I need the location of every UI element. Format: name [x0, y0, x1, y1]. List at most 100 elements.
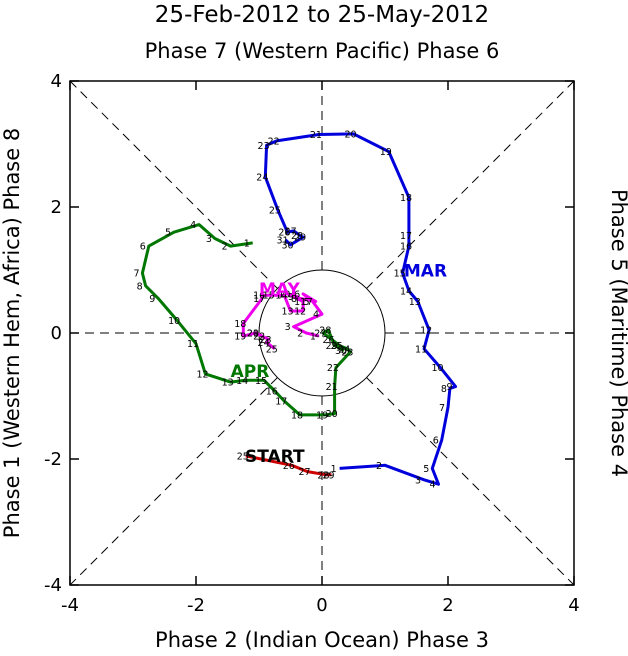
day-label-may-18: 18 — [234, 319, 246, 330]
day-label-mar-1: 1 — [331, 464, 337, 475]
day-label-may-2: 2 — [297, 329, 303, 340]
day-label-may-1: 1 — [310, 332, 316, 343]
guide-line-ne — [366, 80, 575, 289]
day-label-apr-30: 30 — [335, 346, 347, 357]
guide-line-nw — [69, 80, 278, 289]
x-tick-label: -4 — [61, 595, 79, 616]
day-label-feb-29: 29 — [322, 470, 334, 481]
day-label-may-8: 8 — [291, 294, 297, 305]
day-label-apr-9: 9 — [149, 294, 155, 305]
day-label-may-23: 23 — [259, 335, 271, 346]
plot-guides — [69, 80, 575, 586]
day-label-may-6: 6 — [294, 289, 300, 300]
day-label-mar-16: 16 — [400, 242, 412, 253]
month-label-apr: APR — [231, 362, 270, 382]
day-label-apr-2: 2 — [222, 242, 228, 253]
day-label-mar-21: 21 — [310, 130, 322, 141]
day-label-mar-3: 3 — [415, 475, 421, 486]
day-label-apr-13: 13 — [222, 378, 234, 389]
y-tick-label: 0 — [51, 323, 62, 344]
day-label-apr-11: 11 — [187, 339, 199, 350]
day-label-may-3: 3 — [285, 322, 291, 333]
chart-title: 25-Feb-2012 to 25-May-2012 — [155, 2, 489, 28]
axis-label-right: Phase 5 (Maritime) Phase 4 — [607, 189, 628, 477]
day-label-feb-27: 27 — [299, 467, 311, 478]
day-label-mar-20: 20 — [345, 129, 357, 140]
series-line-feb — [245, 454, 332, 477]
day-label-feb-26: 26 — [283, 461, 295, 472]
day-label-apr-21: 21 — [326, 382, 338, 393]
day-label-mar-9: 9 — [447, 382, 453, 393]
day-label-mar-13: 13 — [409, 297, 421, 308]
series-line-apr — [140, 223, 352, 417]
day-label-apr-15: 15 — [255, 376, 267, 387]
day-label-may-7: 7 — [307, 297, 313, 308]
guide-line-se — [366, 377, 575, 586]
series-line-mar — [263, 132, 458, 486]
day-label-apr-6: 6 — [140, 242, 146, 253]
y-tick-label: -2 — [44, 449, 62, 470]
day-label-apr-29: 29 — [326, 341, 338, 352]
day-label-feb-25: 25 — [237, 451, 249, 462]
day-label-apr-22: 22 — [327, 363, 339, 374]
day-label-apr-8: 8 — [137, 281, 143, 292]
start-label: START — [245, 447, 305, 467]
day-label-may-13: 13 — [282, 306, 294, 317]
month-label-may: MAY — [259, 280, 300, 300]
day-label-mar-29: 29 — [294, 233, 306, 244]
day-label-apr-26: 26 — [322, 335, 334, 346]
day-label-mar-11: 11 — [415, 344, 427, 355]
day-label-apr-28: 28 — [319, 325, 331, 336]
day-label-mar-17: 17 — [400, 231, 412, 242]
day-label-mar-4: 4 — [430, 480, 436, 491]
day-label-may-15: 15 — [263, 291, 275, 302]
day-label-may-5: 5 — [304, 297, 310, 308]
day-label-mar-6: 6 — [433, 436, 439, 447]
day-label-mar-24: 24 — [256, 172, 268, 183]
day-label-apr-10: 10 — [168, 316, 180, 327]
day-label-may-14: 14 — [275, 291, 287, 302]
day-label-may-11: 11 — [294, 297, 306, 308]
day-label-mar-18: 18 — [400, 193, 412, 204]
y-tick-label: 2 — [51, 197, 62, 218]
day-label-may-9: 9 — [288, 292, 294, 303]
day-label-apr-20: 20 — [326, 409, 338, 420]
day-label-apr-4: 4 — [190, 220, 196, 231]
day-label-apr-27: 27 — [314, 329, 326, 340]
day-label-apr-3: 3 — [206, 234, 212, 245]
day-label-mar-2: 2 — [376, 461, 382, 472]
axis-label-top: Phase 7 (Western Pacific) Phase 6 — [145, 39, 500, 63]
axis-label-bottom: Phase 2 (Indian Ocean) Phase 3 — [155, 628, 489, 652]
day-label-mar-30: 30 — [282, 240, 294, 251]
x-tick-label: 0 — [316, 595, 327, 616]
day-label-may-22: 22 — [253, 332, 265, 343]
day-label-apr-16: 16 — [266, 386, 278, 397]
day-label-apr-12: 12 — [196, 369, 208, 380]
day-label-mar-14: 14 — [400, 286, 412, 297]
x-tick-label: 4 — [568, 595, 579, 616]
x-tick-label: -2 — [187, 595, 205, 616]
day-label-mar-26: 26 — [278, 228, 290, 239]
day-label-feb-28: 28 — [317, 470, 329, 481]
day-label-apr-25: 25 — [331, 341, 343, 352]
x-tick-label: 2 — [442, 595, 453, 616]
day-label-may-4: 4 — [313, 310, 319, 321]
day-label-apr-19: 19 — [316, 410, 328, 421]
day-label-mar-22: 22 — [268, 136, 280, 147]
day-label-mar-28: 28 — [291, 231, 303, 242]
day-label-apr-14: 14 — [236, 376, 248, 387]
day-label-mar-10: 10 — [431, 363, 443, 374]
day-label-may-19: 19 — [234, 332, 246, 343]
day-label-may-25: 25 — [266, 344, 278, 355]
day-label-mar-15: 15 — [394, 269, 406, 280]
day-label-apr-1: 1 — [244, 238, 250, 249]
day-label-may-21: 21 — [247, 329, 259, 340]
plot-series — [140, 132, 458, 486]
day-label-apr-18: 18 — [291, 410, 303, 421]
day-label-apr-17: 17 — [275, 397, 287, 408]
series-line-may — [241, 292, 324, 350]
day-label-may-12: 12 — [294, 306, 306, 317]
